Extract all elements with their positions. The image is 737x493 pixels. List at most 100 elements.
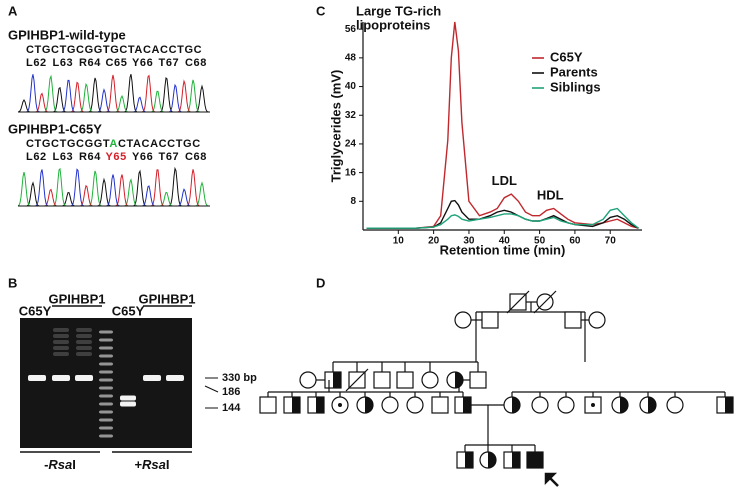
condition-sign: +: [134, 457, 142, 472]
gel-band: [76, 352, 92, 356]
codon: C68: [185, 57, 207, 69]
y-tick-label: 40: [345, 81, 357, 92]
pedigree-carrier: [620, 397, 628, 413]
condition-sign: -: [44, 457, 48, 472]
size-label: 186: [222, 386, 240, 398]
gel-band: [99, 346, 113, 350]
y-axis-label: Triglycerides (mV): [328, 70, 343, 183]
gel-band: [99, 378, 113, 382]
gel-band: [52, 375, 70, 381]
size-tick: [204, 385, 219, 393]
lane-label: C65Y: [19, 303, 52, 318]
gel-band: [120, 401, 136, 407]
pedigree-carrier: [463, 397, 471, 413]
gel-band: [99, 330, 113, 334]
pedigree-dot: [591, 403, 595, 407]
gel-band: [53, 340, 69, 344]
legend-label: Siblings: [550, 79, 601, 94]
sequence-part: CTGCTGCGGT: [26, 138, 110, 150]
panel-label: C: [316, 3, 326, 18]
gel-band: [99, 434, 113, 438]
sequence-title: GPIHBP1-wild-type: [8, 27, 126, 42]
gel-band: [99, 410, 113, 414]
codon: L63: [53, 151, 74, 163]
annotation: Large TG-rich: [356, 3, 441, 18]
annotation: LDL: [492, 173, 517, 188]
gel-band: [75, 375, 93, 381]
legend-label: Parents: [550, 64, 598, 79]
pedigree-male: [564, 311, 582, 329]
x-tick-label: 20: [428, 236, 440, 247]
codon: R64: [79, 57, 101, 69]
panel-label: D: [316, 275, 325, 290]
pedigree-female: [421, 371, 439, 389]
x-tick-label: 50: [534, 236, 546, 247]
x-tick-label: 10: [393, 236, 405, 247]
series-line: [366, 21, 639, 229]
gel-band: [53, 334, 69, 338]
pedigree-carrier: [465, 452, 473, 468]
pedigree-female: [381, 396, 399, 414]
pedigree-carrier: [333, 372, 341, 388]
gel-band: [76, 328, 92, 332]
y-tick-label: 8: [350, 196, 356, 207]
lane-label: GPIHBP1: [138, 291, 195, 306]
gel-band: [99, 362, 113, 366]
pedigree-carrier: [725, 397, 733, 413]
gel-band: [166, 375, 184, 381]
pedigree-male: [526, 451, 544, 469]
pedigree-deceased: [506, 290, 530, 314]
codon: T67: [159, 151, 180, 163]
x-tick-label: 40: [499, 236, 511, 247]
gel-band: [99, 402, 113, 406]
y-tick-label: 16: [345, 167, 357, 178]
gel-band: [99, 426, 113, 430]
trace: [18, 168, 210, 207]
codon: L63: [53, 57, 74, 69]
enzyme-suffix: I: [166, 457, 170, 472]
condition: -RsaI: [44, 457, 76, 472]
gel-band: [76, 334, 92, 338]
series-line: [366, 199, 639, 229]
enzyme: Rsa: [48, 457, 72, 472]
gel-band: [76, 340, 92, 344]
gel-band: [53, 328, 69, 332]
enzyme-suffix: I: [72, 457, 76, 472]
pedigree-deceased: [345, 368, 369, 392]
x-tick-label: 70: [605, 236, 617, 247]
gel-band: [99, 386, 113, 390]
annotation: HDL: [537, 187, 564, 202]
gel-band: [53, 346, 69, 350]
gel-band: [99, 418, 113, 422]
enzyme: Rsa: [142, 457, 166, 472]
gel-band: [99, 370, 113, 374]
pedigree-female: [666, 396, 684, 414]
gel-band: [53, 352, 69, 356]
pedigree-female: [406, 396, 424, 414]
sequence-part: CTACACCTGC: [118, 138, 201, 150]
pedigree-female: [557, 396, 575, 414]
lane-label: C65Y: [112, 303, 145, 318]
codon: R64: [79, 151, 101, 163]
pedigree-female: [588, 311, 606, 329]
gel-band: [76, 346, 92, 350]
codon: L62: [26, 151, 47, 163]
pedigree-carrier: [365, 397, 373, 413]
gel-band: [99, 338, 113, 342]
sequence: CTGCTGCGGTACTACACCTGC: [26, 138, 201, 150]
annotation: lipoproteins: [356, 17, 430, 32]
x-axis-label: Retention time (min): [440, 242, 566, 257]
pedigree-female: [454, 311, 472, 329]
sequence: CTGCTGCGGTGCTACACCTGC: [26, 44, 202, 56]
pedigree-male: [431, 396, 449, 414]
pedigree-male: [396, 371, 414, 389]
condition: +RsaI: [134, 457, 169, 472]
size-label: 144: [222, 402, 241, 414]
codon: L62: [26, 57, 47, 69]
pedigree-carrier: [316, 397, 324, 413]
pedigree-male: [259, 396, 277, 414]
gel-band: [99, 394, 113, 398]
size-label: 330 bp: [222, 372, 257, 384]
x-tick-label: 30: [463, 236, 475, 247]
